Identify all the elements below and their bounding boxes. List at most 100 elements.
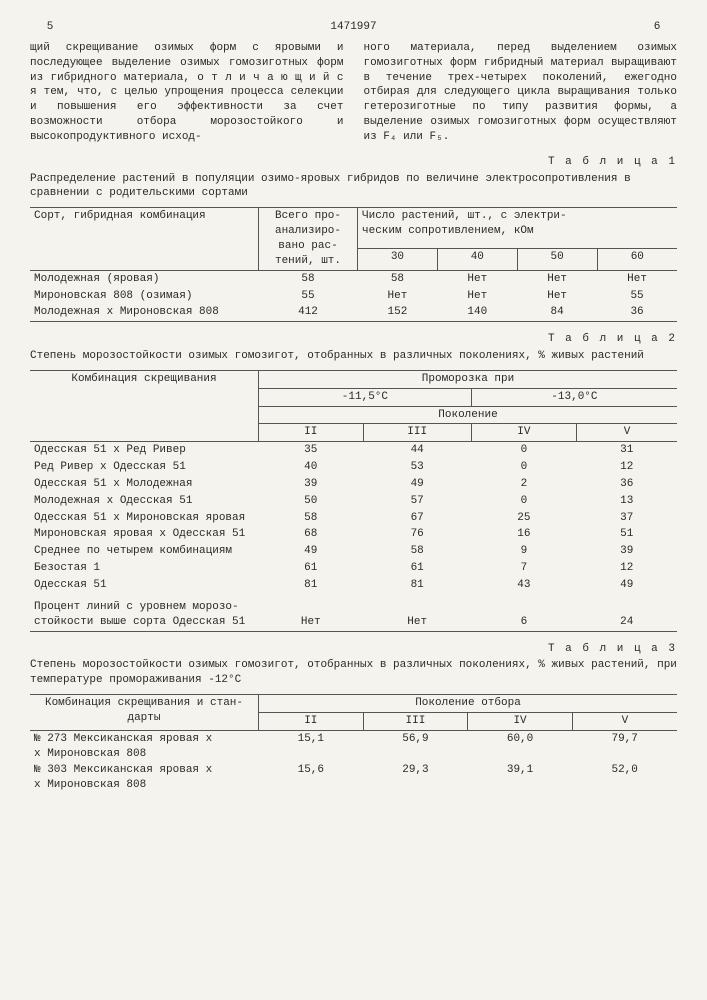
- table-cell: 49: [259, 543, 364, 560]
- table-cell: 25: [471, 510, 576, 527]
- table-cell: 13: [576, 493, 677, 510]
- table-cell: 0: [471, 442, 576, 459]
- t3-col-comb: Комбинация скрещивания и стан- дарты: [30, 695, 259, 731]
- table-cell: 40: [259, 459, 364, 476]
- table-cell: 36: [576, 476, 677, 493]
- intro-right-text: ного материала, перед выделением озимых …: [364, 42, 678, 143]
- table-cell: 50: [259, 493, 364, 510]
- table-row: Одесская 51: [30, 577, 259, 594]
- table-row: № 303 Мексиканская яровая х х Мироновска…: [30, 762, 259, 794]
- t2-g5: V: [576, 424, 677, 442]
- table-cell: Нет: [597, 270, 677, 287]
- t2-temp1: -11,5°С: [259, 388, 472, 406]
- page-right: 6: [637, 20, 677, 35]
- table1-caption: Распределение растений в популяции озимо…: [30, 172, 677, 202]
- table2-label: Т а б л и ц а 2: [30, 332, 677, 347]
- table-cell: 58: [363, 543, 471, 560]
- table-cell: 79,7: [572, 730, 677, 762]
- table-cell: 0: [471, 493, 576, 510]
- doc-id: 1471997: [70, 20, 637, 35]
- table-cell: 44: [363, 442, 471, 459]
- table-cell: 81: [259, 577, 364, 594]
- t1-col-total: Всего про- анализиро- вано рас- тений, ш…: [259, 208, 358, 270]
- table-cell: 37: [576, 510, 677, 527]
- table-cell: 31: [576, 442, 677, 459]
- table-cell: 84: [517, 304, 597, 321]
- table-cell: 43: [471, 577, 576, 594]
- table-row: Безостая 1: [30, 560, 259, 577]
- intro-columns: щий скрещивание озимых форм с яровыми и …: [30, 41, 677, 145]
- table-cell: 58: [259, 510, 364, 527]
- t1-sub-60: 60: [597, 248, 677, 270]
- table-cell: 35: [259, 442, 364, 459]
- table-cell: 49: [576, 577, 677, 594]
- t2-fv-3: 24: [576, 594, 677, 631]
- t3-g5: V: [572, 712, 677, 730]
- table-cell: 55: [259, 288, 358, 305]
- t1-col-counthdr: Число растений, шт., с электри- ческим с…: [358, 208, 678, 248]
- table-cell: 56,9: [363, 730, 468, 762]
- table2: Комбинация скрещивания Проморозка при -1…: [30, 370, 677, 632]
- t3-g4: IV: [468, 712, 573, 730]
- table-cell: 51: [576, 526, 677, 543]
- table2-caption: Степень морозостойкости озимых гомозигот…: [30, 349, 677, 364]
- table-row: Одесская 51 х Мироновская яровая: [30, 510, 259, 527]
- intro-right: ного материала, перед выделением озимых …: [364, 41, 678, 145]
- table-row: Молодежная х Мироновская 808: [30, 304, 259, 321]
- t2-footer-label: Процент линий с уровнем морозо- стойкост…: [30, 594, 259, 631]
- t1-sub-40: 40: [437, 248, 517, 270]
- table-cell: 9: [471, 543, 576, 560]
- page-header: 5 1471997 6: [30, 20, 677, 35]
- table-cell: Нет: [437, 270, 517, 287]
- table-cell: Нет: [517, 270, 597, 287]
- table-cell: 12: [576, 459, 677, 476]
- table-cell: 49: [363, 476, 471, 493]
- t2-g3: III: [363, 424, 471, 442]
- table-cell: 7: [471, 560, 576, 577]
- table-cell: 15,1: [259, 730, 364, 762]
- t1-col-variety: Сорт, гибридная комбинация: [30, 208, 259, 270]
- page-left: 5: [30, 20, 70, 35]
- table-cell: 57: [363, 493, 471, 510]
- table-cell: Нет: [517, 288, 597, 305]
- t3-g2: II: [259, 712, 364, 730]
- table-row: № 273 Мексиканская яровая х х Мироновска…: [30, 730, 259, 762]
- table-cell: 67: [363, 510, 471, 527]
- t2-col-comb: Комбинация скрещивания: [30, 370, 259, 441]
- table-cell: 61: [363, 560, 471, 577]
- table-cell: 16: [471, 526, 576, 543]
- table-cell: 81: [363, 577, 471, 594]
- table-cell: 152: [358, 304, 438, 321]
- table-row: Молодежная х Одесская 51: [30, 493, 259, 510]
- t2-g4: IV: [471, 424, 576, 442]
- table1-label: Т а б л и ц а 1: [30, 155, 677, 170]
- table-cell: 60,0: [468, 730, 573, 762]
- table3: Комбинация скрещивания и стан- дарты Пок…: [30, 694, 677, 794]
- table-cell: 39: [259, 476, 364, 493]
- t2-g2: II: [259, 424, 364, 442]
- t2-gen-hdr: Поколение: [259, 406, 678, 424]
- table-cell: 55: [597, 288, 677, 305]
- table-cell: 53: [363, 459, 471, 476]
- t2-temp2: -13,0°С: [471, 388, 677, 406]
- table-row: Одесская 51 х Ред Ривер: [30, 442, 259, 459]
- t1-sub-50: 50: [517, 248, 597, 270]
- table-row: Ред Ривер х Одесская 51: [30, 459, 259, 476]
- t2-freeze: Проморозка при: [259, 370, 678, 388]
- table-row: Мироновская 808 (озимая): [30, 288, 259, 305]
- table-row: Мироновская яровая х Одесская 51: [30, 526, 259, 543]
- table3-caption: Степень морозостойкости озимых гомозигот…: [30, 658, 677, 688]
- table-cell: 0: [471, 459, 576, 476]
- table-cell: Нет: [437, 288, 517, 305]
- intro-left-text: щий скрещивание озимых форм с яровыми и …: [30, 42, 344, 143]
- table-cell: 68: [259, 526, 364, 543]
- table-cell: 2: [471, 476, 576, 493]
- table3-label: Т а б л и ц а 3: [30, 642, 677, 657]
- table-cell: 76: [363, 526, 471, 543]
- table-cell: 12: [576, 560, 677, 577]
- table-row: Среднее по четырем комбинациям: [30, 543, 259, 560]
- table-cell: 36: [597, 304, 677, 321]
- table-cell: 29,3: [363, 762, 468, 794]
- table-cell: 39,1: [468, 762, 573, 794]
- table1: Сорт, гибридная комбинация Всего про- ан…: [30, 207, 677, 322]
